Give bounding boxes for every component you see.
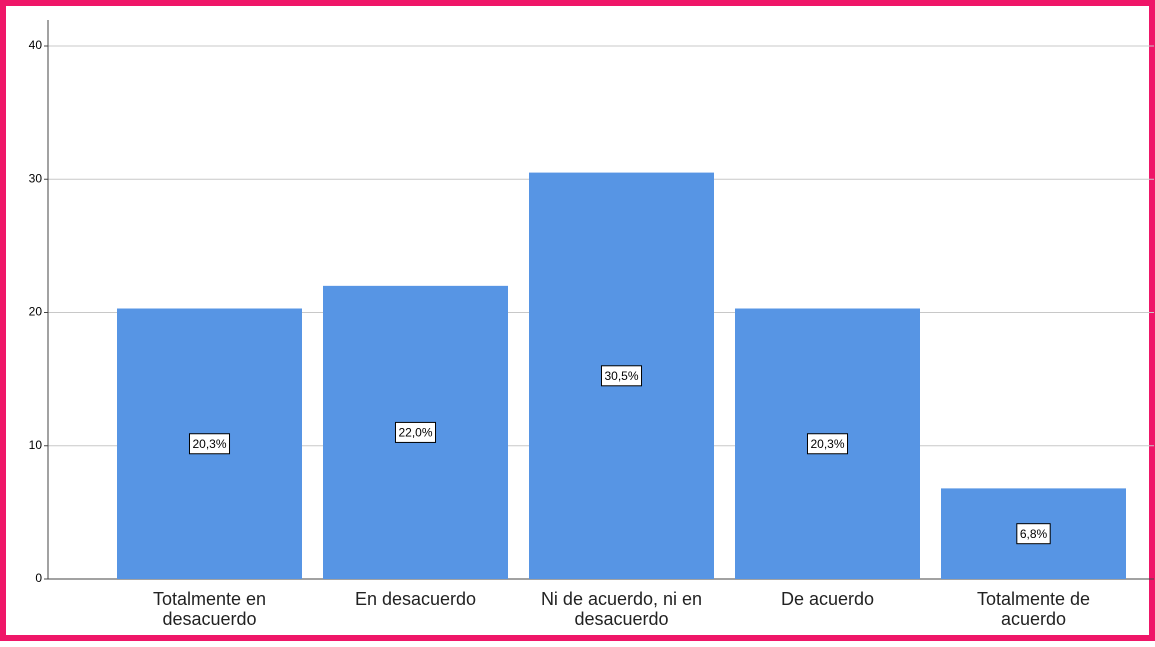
y-tick-label: 10	[29, 438, 43, 452]
x-tick-label: En desacuerdo	[354, 589, 477, 609]
x-tick-label: Totalmente de acuerdo	[976, 589, 1091, 629]
value-label: 20,3%	[192, 437, 226, 451]
value-label-box	[188, 433, 231, 455]
value-label: 30,5%	[604, 369, 638, 383]
y-tick-label: 30	[29, 171, 43, 185]
y-tick-label: 20	[29, 305, 43, 319]
value-label: 6,8%	[1020, 527, 1048, 541]
value-label: 20,3%	[810, 437, 844, 451]
x-tick-label: De acuerdo	[780, 589, 875, 609]
x-tick-label: Ni de acuerdo, ni en desacuerdo	[540, 589, 703, 629]
value-label-box	[806, 433, 849, 455]
y-tick-label: 0	[35, 571, 42, 585]
y-tick-label: 40	[29, 38, 43, 52]
value-label-box	[394, 421, 437, 443]
value-label-box	[600, 365, 643, 387]
value-label-box	[1016, 523, 1051, 545]
value-label: 22,0%	[398, 426, 432, 440]
x-tick-label: Totalmente en desacuerdo	[152, 589, 267, 629]
chart: 0 10 20 30 40 20,3% 22,0% 30,5% 20,3% 6,8%	[29, 20, 1154, 585]
